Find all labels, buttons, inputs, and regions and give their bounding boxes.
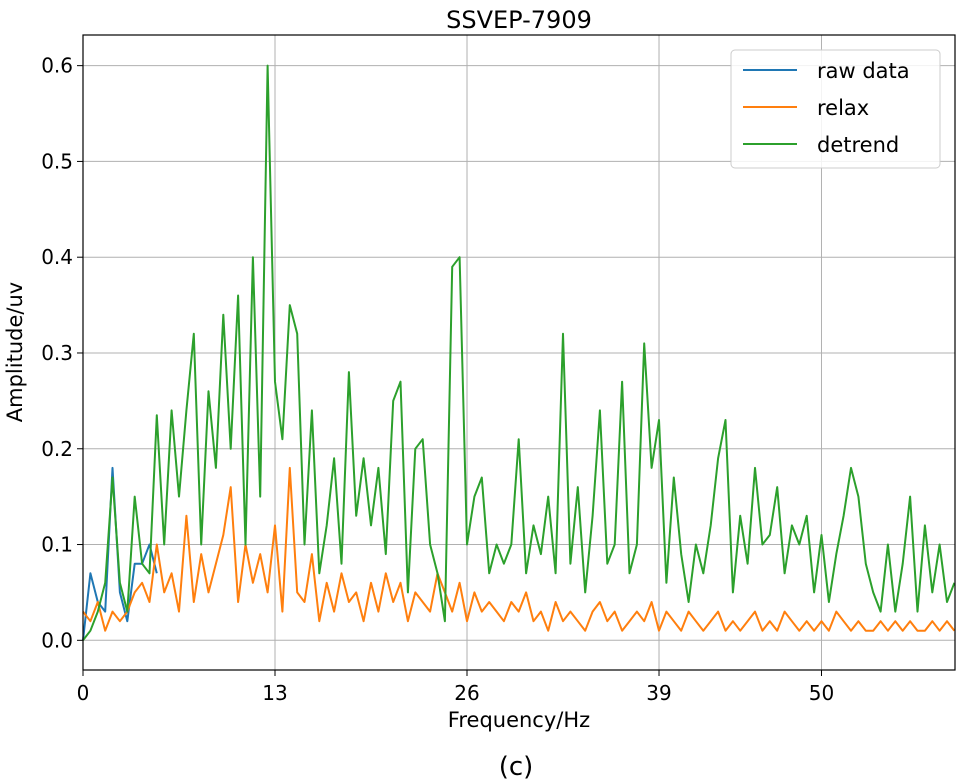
y-axis-label: Amplitude/uv bbox=[3, 282, 27, 422]
legend-label: detrend bbox=[817, 133, 899, 157]
legend-box bbox=[730, 49, 941, 169]
chart-title: SSVEP-7909 bbox=[446, 6, 592, 34]
y-tick-label: 0.4 bbox=[41, 245, 73, 269]
series-line-raw-data bbox=[82, 466, 158, 641]
x-tick-label: 50 bbox=[809, 681, 834, 705]
y-tick-label: 0.0 bbox=[41, 628, 73, 652]
legend-label: relax bbox=[817, 96, 869, 120]
y-tick-label: 0.5 bbox=[41, 149, 73, 173]
series-line-detrend bbox=[82, 64, 956, 641]
x-tick-label: 26 bbox=[454, 681, 479, 705]
legend: raw data relax detrend bbox=[730, 49, 941, 169]
x-axis-label: Frequency/Hz bbox=[448, 708, 590, 732]
x-tick-label: 13 bbox=[262, 681, 287, 705]
ticks: 0 13 26 39 50 0.0 0.1 0.2 0.3 0.4 0.5 0.6 bbox=[41, 54, 834, 705]
x-tick-label: 0 bbox=[77, 681, 90, 705]
x-tick-label: 39 bbox=[646, 681, 671, 705]
series-line-relax bbox=[82, 466, 956, 632]
series-lines bbox=[82, 64, 956, 641]
y-tick-label: 0.1 bbox=[41, 533, 73, 557]
y-tick-label: 0.6 bbox=[41, 54, 73, 78]
grid bbox=[82, 35, 955, 670]
y-tick-label: 0.3 bbox=[41, 341, 73, 365]
figure-caption: (c) bbox=[499, 752, 534, 782]
legend-label: raw data bbox=[817, 59, 910, 83]
y-tick-label: 0.2 bbox=[41, 437, 73, 461]
